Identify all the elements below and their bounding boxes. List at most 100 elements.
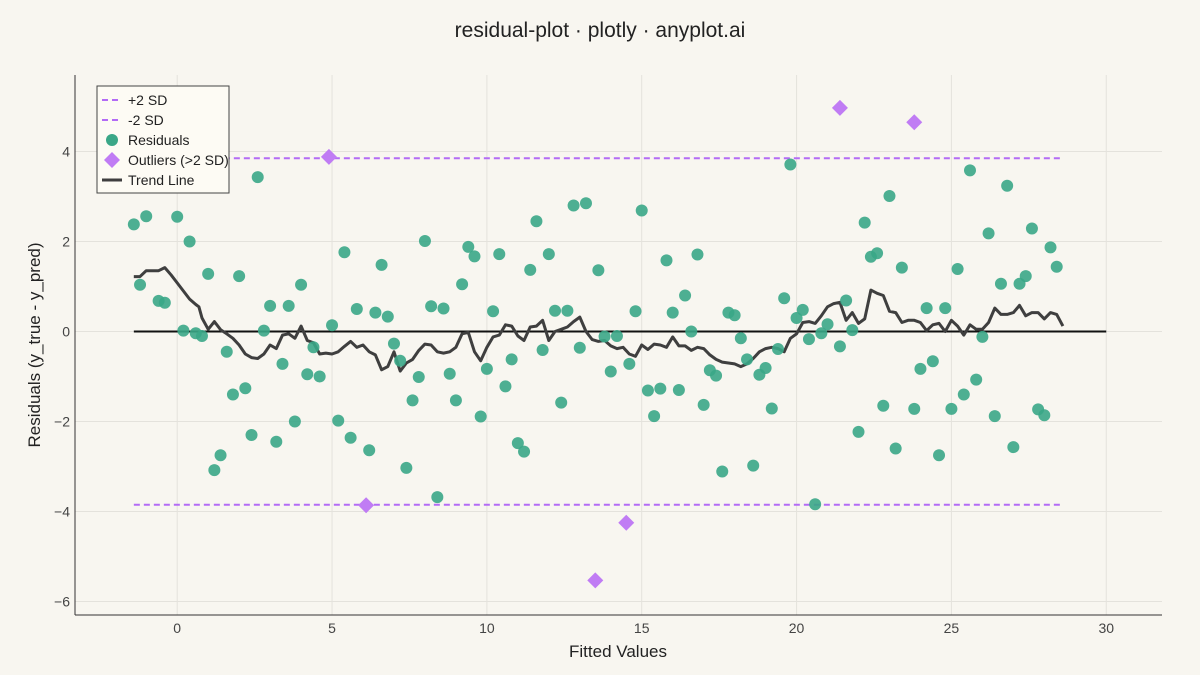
residual-point (933, 449, 946, 462)
residual-point (815, 327, 828, 340)
residual-point (852, 425, 865, 438)
residual-point (685, 325, 698, 338)
residual-point (474, 410, 487, 423)
residual-point (641, 384, 654, 397)
residual-point (784, 158, 797, 171)
residual-point (771, 343, 784, 356)
residual-point (666, 306, 679, 319)
y-axis-title: Residuals (y_true - y_pred) (25, 242, 44, 447)
residual-point (945, 402, 958, 415)
residual-point (443, 367, 456, 380)
residual-point (406, 394, 419, 407)
residual-point (530, 215, 543, 228)
legend-box (96, 85, 230, 194)
y-tick-label: 2 (62, 234, 70, 250)
residual-point (499, 380, 512, 393)
x-tick-label: 5 (328, 620, 336, 636)
residual-point (796, 303, 809, 316)
residual-point (871, 247, 884, 260)
residual-point (226, 388, 239, 401)
x-axis-title: Fitted Values (569, 642, 667, 661)
residual-point (381, 310, 394, 323)
residual-point (542, 248, 555, 261)
residual-point (994, 277, 1007, 290)
legend-item[interactable]: Residuals (106, 132, 189, 148)
residual-point (802, 333, 815, 346)
residual-point (202, 267, 215, 280)
residual-point (579, 197, 592, 210)
residual-point (610, 330, 623, 342)
residual-point (449, 394, 462, 407)
residual-point (456, 278, 469, 291)
residual-point (747, 459, 760, 472)
residual-point (387, 337, 400, 350)
residual-point (183, 235, 196, 248)
residual-point (1001, 179, 1014, 192)
residual-point (877, 399, 890, 412)
residual-point (264, 299, 277, 312)
residual-point (1044, 241, 1057, 254)
residual-point (332, 414, 345, 427)
residual-point (350, 303, 363, 315)
x-tick-label: 0 (173, 620, 181, 636)
residual-point (171, 210, 184, 223)
residual-point (567, 199, 580, 212)
residual-point (418, 235, 431, 248)
residual-point (505, 353, 518, 366)
chart-title: residual-plot · plotly · anyplot.ai (455, 19, 746, 42)
residual-point (338, 246, 351, 259)
residual-point (951, 262, 964, 275)
outlier-point (906, 114, 923, 131)
residual-point (239, 382, 252, 395)
residual-point (369, 306, 382, 319)
residual-point (301, 368, 314, 381)
residual-point (895, 261, 908, 274)
legend-item[interactable]: Trend Line (102, 172, 195, 188)
residual-point (728, 309, 741, 322)
y-tick-label: −2 (54, 414, 70, 430)
residual-point (654, 382, 667, 395)
residual-point (412, 370, 425, 383)
residual-point (195, 330, 208, 342)
residual-point (858, 216, 871, 229)
residual-point (208, 464, 221, 477)
residual-point (809, 498, 822, 511)
residual-point (716, 465, 729, 478)
residual-point (765, 402, 778, 415)
residual-point (734, 332, 747, 345)
residual-point (660, 254, 673, 267)
residual-point (970, 373, 983, 386)
legend-label: Outliers (>2 SD) (128, 152, 229, 168)
residual-point (276, 357, 289, 370)
residual-point (468, 250, 481, 263)
residual-point (1025, 222, 1038, 235)
outlier-point (618, 514, 635, 531)
x-tick-label: 15 (634, 620, 650, 636)
residual-point (524, 263, 537, 276)
y-tick-label: 4 (62, 144, 70, 160)
y-tick-label: 0 (62, 324, 70, 340)
residual-point (1019, 270, 1032, 283)
residual-point (140, 210, 153, 223)
legend-item[interactable]: -2 SD (102, 112, 164, 128)
outlier-point (831, 99, 848, 116)
residual-point (270, 435, 283, 448)
residual-point (592, 264, 605, 277)
residual-point (375, 258, 388, 271)
residual-point (691, 248, 704, 261)
residual-point (134, 278, 147, 291)
residual-point (710, 369, 723, 382)
residual-point (908, 402, 921, 415)
legend-item[interactable]: Outliers (>2 SD) (104, 152, 229, 168)
residual-point (127, 218, 140, 231)
legend[interactable]: +2 SD -2 SD Residuals Outliers (>2 SD) Trend… (96, 85, 230, 194)
residual-point (672, 384, 685, 396)
x-tick-label: 20 (789, 620, 805, 636)
residual-point (220, 345, 233, 358)
residual-point (790, 312, 803, 324)
residual-point (833, 340, 846, 353)
residual-point (177, 324, 190, 337)
legend-item[interactable]: +2 SD (102, 92, 167, 108)
trend-line (133, 266, 1065, 373)
